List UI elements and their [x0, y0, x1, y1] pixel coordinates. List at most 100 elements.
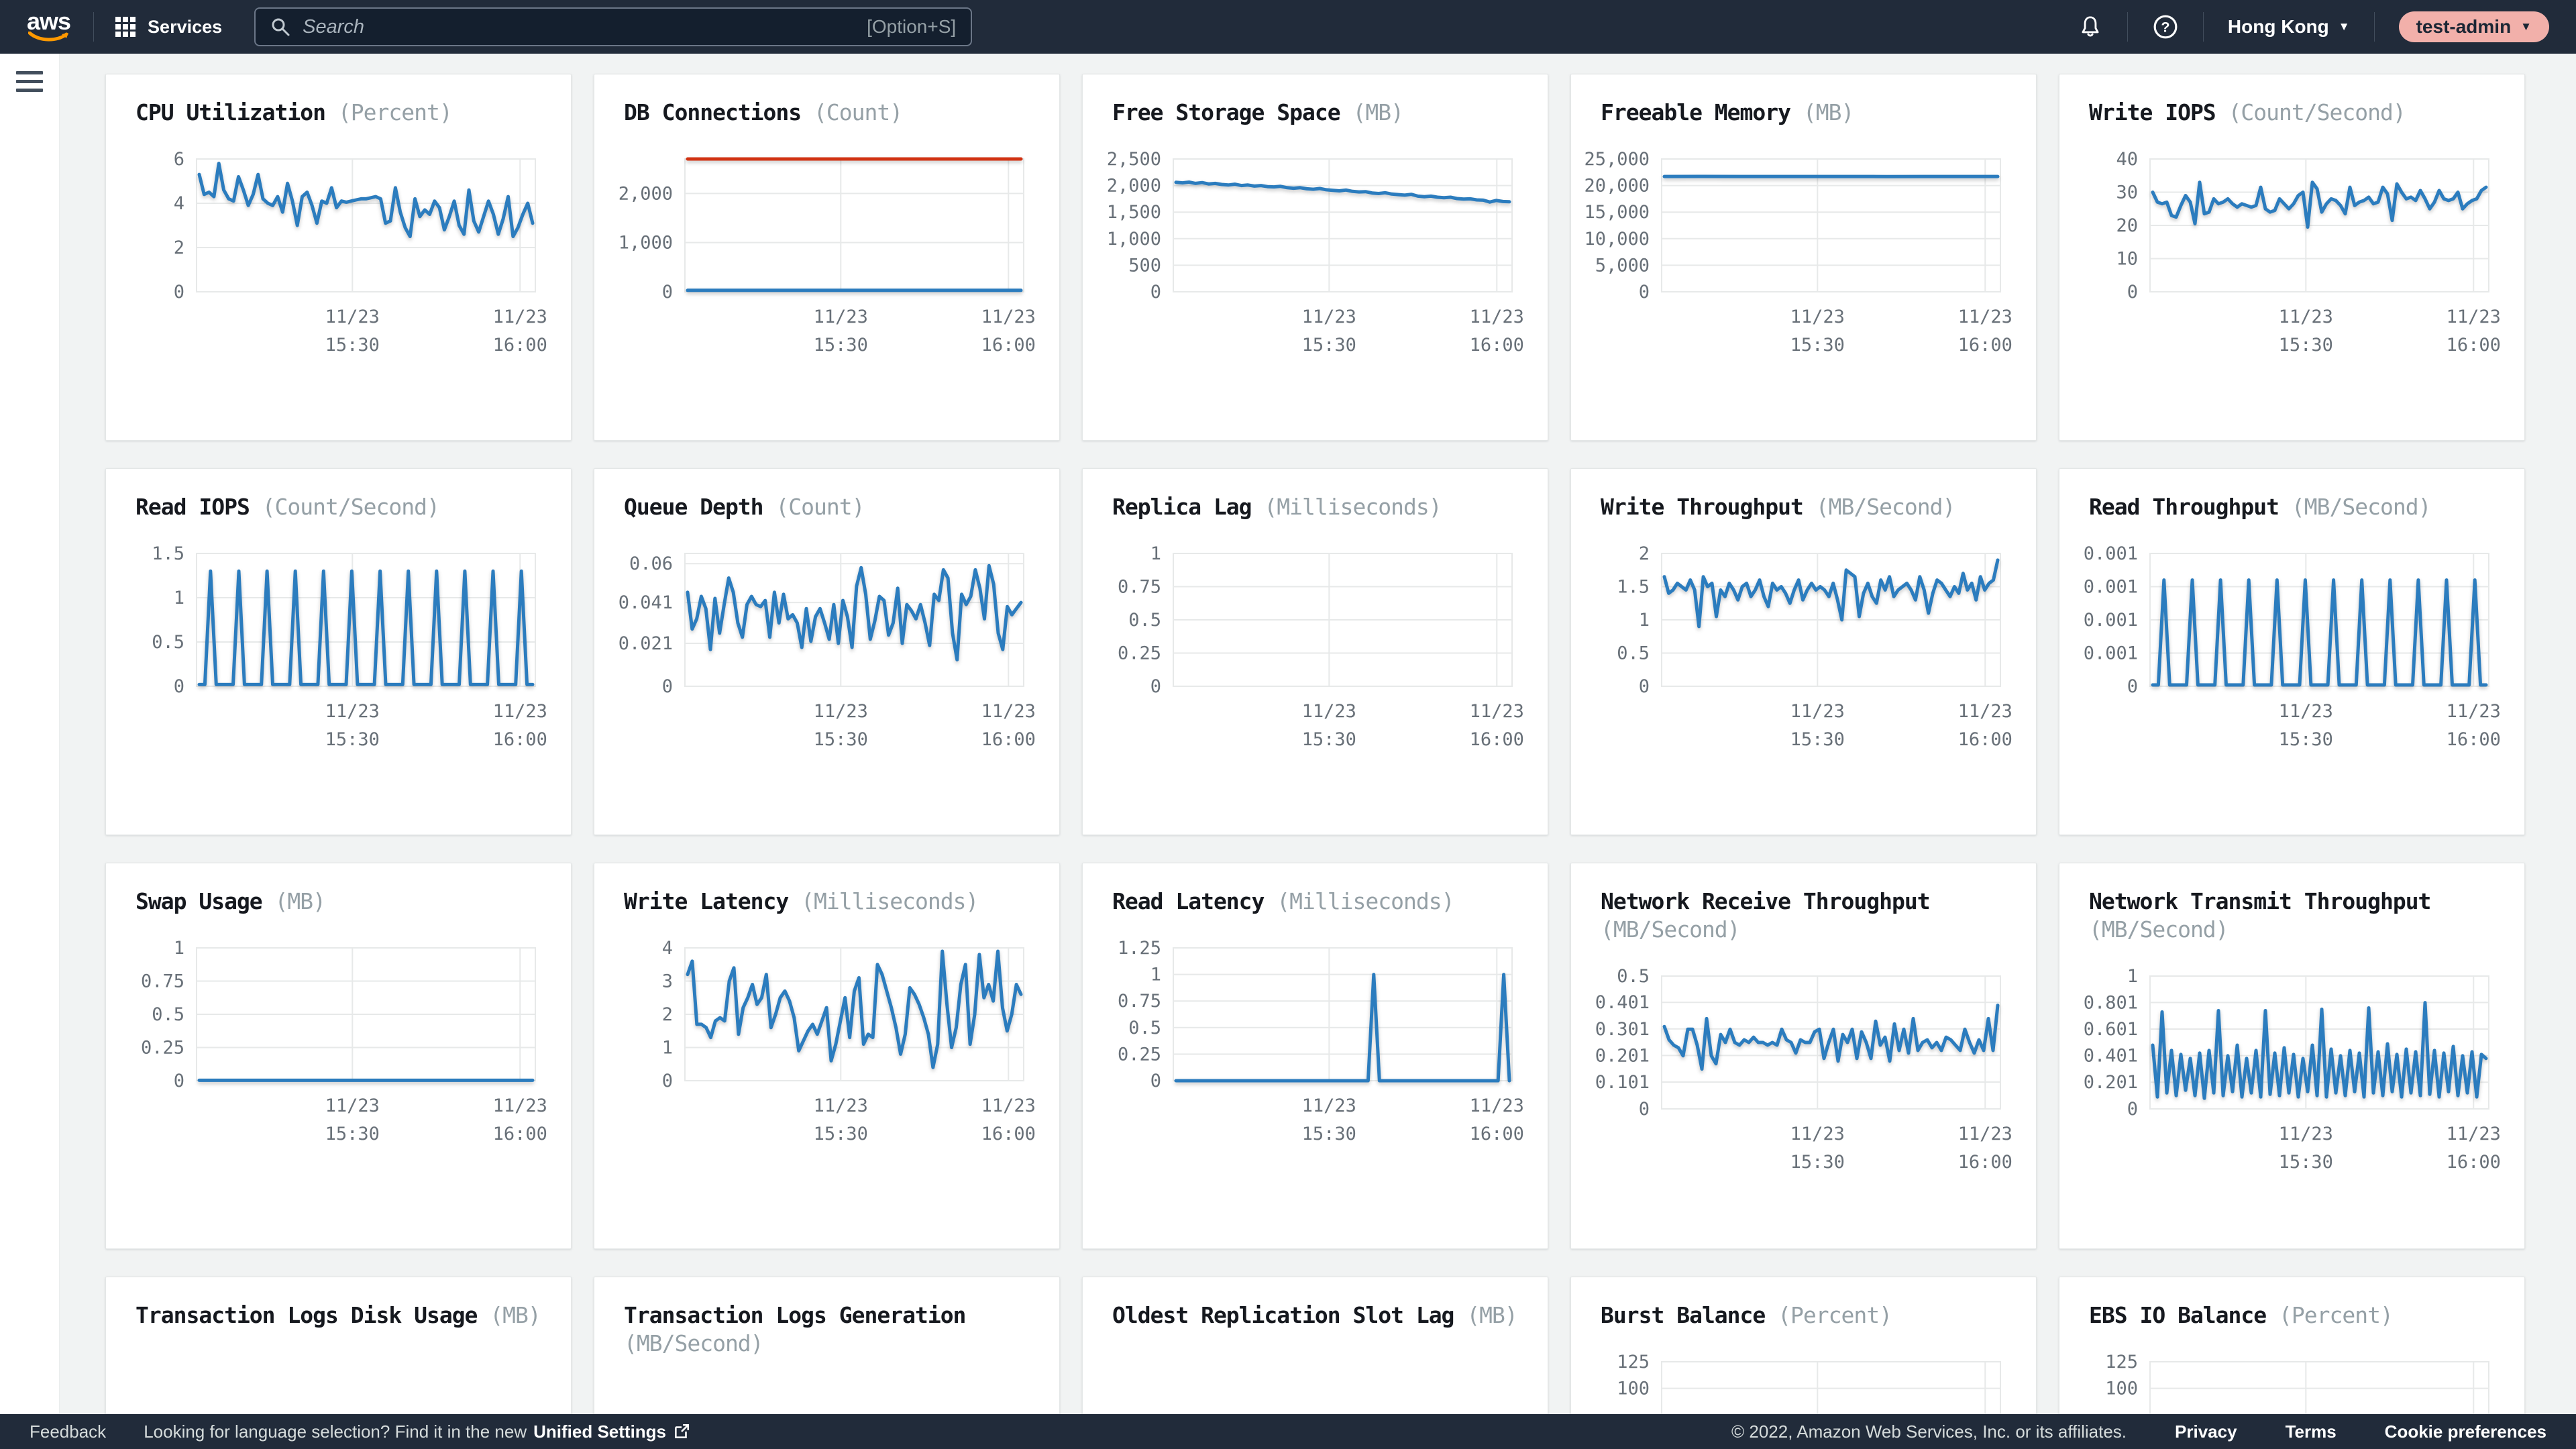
- metric-chart-replica-lag[interactable]: 0 0.25 0.5 0.75 1 11/23 15:30 11/23 16:00: [1083, 545, 1548, 771]
- metric-unit: (MB): [1466, 1302, 1517, 1328]
- metric-card-free-storage-space: Free Storage Space (MB) 0 500 1,000 1,500 2,…: [1082, 74, 1548, 441]
- svg-text:0: 0: [2127, 1099, 2138, 1120]
- svg-text:0.201: 0.201: [2084, 1073, 2138, 1093]
- metric-chart-write-throughput[interactable]: 0 0.5 1 1.5 2 11/23 15:30 11/23 16:00: [1571, 545, 2037, 771]
- services-grid-icon: [115, 17, 136, 37]
- svg-text:6: 6: [174, 151, 184, 170]
- metric-unit: (MB/Second): [2089, 916, 2229, 943]
- aws-smile-icon: [28, 32, 68, 42]
- metric-name: Network Receive Throughput: [1601, 888, 1931, 914]
- metric-chart-network-transmit-throughput[interactable]: 0 0.201 0.401 0.601 0.801 1 11/23 15:30 11/23 16:…: [2059, 968, 2525, 1193]
- metric-chart-network-receive-throughput[interactable]: 0 0.101 0.201 0.301 0.401 0.5 11/23 15:30 11/23 1…: [1571, 968, 2037, 1193]
- svg-text:2: 2: [662, 1004, 673, 1025]
- account-menu-button[interactable]: test-admin ▼: [2398, 11, 2549, 42]
- svg-text:15:30: 15:30: [2279, 1152, 2333, 1173]
- unified-settings-link[interactable]: Unified Settings: [533, 1421, 667, 1442]
- svg-text:11/23: 11/23: [1790, 1124, 1845, 1144]
- svg-text:100: 100: [1617, 1379, 1650, 1399]
- svg-text:11/23: 11/23: [325, 701, 380, 722]
- svg-text:11/23: 11/23: [814, 701, 868, 722]
- svg-text:3: 3: [662, 971, 673, 992]
- svg-text:0: 0: [662, 676, 673, 697]
- metric-name: Write Latency: [624, 888, 789, 914]
- privacy-link[interactable]: Privacy: [2175, 1421, 2237, 1442]
- svg-text:11/23: 11/23: [1790, 701, 1845, 722]
- search-icon: [272, 18, 290, 36]
- svg-text:15:30: 15:30: [1790, 1152, 1845, 1173]
- terms-link[interactable]: Terms: [2285, 1421, 2337, 1442]
- metric-chart-write-latency[interactable]: 0 1 2 3 4 11/23 15:30 11/23 16:00: [594, 940, 1060, 1165]
- svg-text:15:30: 15:30: [1790, 335, 1845, 356]
- top-nav-bar: aws Services [Option+S]: [0, 0, 2576, 54]
- metric-unit: (MB/Second): [1815, 494, 1956, 520]
- metric-chart-queue-depth[interactable]: 0 0.021 0.041 0.06 11/23 15:30 11/23 16:00: [594, 545, 1060, 771]
- svg-text:0.041: 0.041: [619, 592, 673, 613]
- metric-title: Burst Balance (Percent): [1571, 1277, 2036, 1330]
- global-search-box[interactable]: [Option+S]: [254, 7, 973, 46]
- help-button[interactable]: ?: [2152, 13, 2179, 40]
- metric-card-write-latency: Write Latency (Milliseconds) 0 1 2 3 4 11/23 1…: [594, 863, 1060, 1249]
- region-label: Hong Kong: [2227, 16, 2329, 37]
- svg-text:4: 4: [174, 193, 184, 214]
- metric-chart-read-latency[interactable]: 0 0.25 0.5 0.75 1 1.25 11/23 15:30 11/23 16:00: [1083, 940, 1548, 1165]
- svg-text:1: 1: [1639, 610, 1650, 631]
- help-icon: ?: [2153, 15, 2178, 39]
- metric-card-cpu-utilization: CPU Utilization (Percent) 0 2 4 6 11/23 15:30…: [105, 74, 572, 441]
- svg-text:16:00: 16:00: [1958, 335, 2012, 356]
- svg-text:0.101: 0.101: [1595, 1072, 1650, 1093]
- svg-text:125: 125: [1617, 1354, 1650, 1373]
- svg-text:11/23: 11/23: [493, 1095, 547, 1116]
- svg-text:11/23: 11/23: [2447, 307, 2501, 327]
- search-input[interactable]: [301, 15, 857, 39]
- hamburger-menu-icon[interactable]: [16, 71, 43, 92]
- svg-text:0.5: 0.5: [1128, 610, 1161, 631]
- svg-text:16:00: 16:00: [2447, 1152, 2501, 1173]
- svg-text:0.601: 0.601: [2084, 1019, 2138, 1040]
- metric-chart-freeable-memory[interactable]: 0 5,000 10,000 15,000 20,000 25,000 11/23 15:30…: [1571, 151, 2037, 376]
- svg-text:1: 1: [174, 940, 184, 959]
- svg-text:2,500: 2,500: [1107, 151, 1161, 170]
- metric-name: Write IOPS: [2089, 99, 2216, 125]
- metric-chart-write-iops[interactable]: 0 10 20 30 40 11/23 15:30 11/23 16:00: [2059, 151, 2525, 376]
- region-selector[interactable]: Hong Kong ▼: [2228, 16, 2350, 38]
- metric-unit: (Percent): [337, 99, 453, 125]
- svg-text:11/23: 11/23: [1470, 701, 1524, 722]
- svg-text:0: 0: [174, 282, 184, 303]
- feedback-button[interactable]: Feedback: [30, 1421, 107, 1442]
- svg-text:1,000: 1,000: [619, 233, 673, 254]
- svg-text:20,000: 20,000: [1584, 176, 1650, 197]
- svg-text:0: 0: [174, 1071, 184, 1091]
- svg-text:11/23: 11/23: [325, 1095, 380, 1116]
- svg-text:0.401: 0.401: [2084, 1046, 2138, 1067]
- metric-chart-read-iops[interactable]: 0 0.5 1 1.5 11/23 15:30 11/23 16:00: [106, 545, 572, 771]
- svg-text:11/23: 11/23: [2279, 1124, 2333, 1144]
- svg-text:16:00: 16:00: [493, 729, 547, 750]
- svg-text:15:30: 15:30: [814, 729, 868, 750]
- metric-name: Freeable Memory: [1601, 99, 1791, 125]
- metric-chart-free-storage-space[interactable]: 0 500 1,000 1,500 2,000 2,500 11/23 15:30 11/23 1…: [1083, 151, 1548, 376]
- svg-text:11/23: 11/23: [1958, 1124, 2012, 1144]
- svg-text:0.5: 0.5: [1617, 643, 1650, 664]
- metric-chart-cpu-utilization[interactable]: 0 2 4 6 11/23 15:30 11/23 16:00: [106, 151, 572, 376]
- svg-text:16:00: 16:00: [493, 1124, 547, 1144]
- svg-text:11/23: 11/23: [814, 307, 868, 327]
- metric-unit: (MB): [1803, 99, 1854, 125]
- metric-name: Network Transmit Throughput: [2089, 888, 2431, 914]
- metric-chart-swap-usage[interactable]: 0 0.25 0.5 0.75 1 11/23 15:30 11/23 16:00: [106, 940, 572, 1165]
- metric-chart-db-connections[interactable]: 0 1,000 2,000 11/23 15:30 11/23 16:00: [594, 151, 1060, 376]
- footer-bar: Feedback Looking for language selection?…: [0, 1414, 2576, 1449]
- notifications-button[interactable]: [2078, 14, 2103, 40]
- svg-text:0.25: 0.25: [141, 1038, 184, 1059]
- metric-chart-read-throughput[interactable]: 0 0.001 0.001 0.001 0.001 11/23 15:30 11/23 16:0…: [2059, 545, 2525, 771]
- metric-card-swap-usage: Swap Usage (MB) 0 0.25 0.5 0.75 1 11/23 15:30 1…: [105, 863, 572, 1249]
- metric-name: Read Throughput: [2089, 494, 2279, 520]
- svg-text:0.801: 0.801: [2084, 993, 2138, 1014]
- services-menu-button[interactable]: Services: [114, 15, 222, 38]
- metric-card-freeable-memory: Freeable Memory (MB) 0 5,000 10,000 15,000 2…: [1570, 74, 2037, 441]
- metric-unit: (MB/Second): [1601, 916, 1741, 943]
- topbar-divider: [93, 12, 95, 42]
- cookie-preferences-link[interactable]: Cookie preferences: [2384, 1421, 2546, 1442]
- svg-text:11/23: 11/23: [493, 307, 547, 327]
- svg-text:0: 0: [174, 676, 184, 697]
- aws-logo[interactable]: aws: [27, 9, 71, 42]
